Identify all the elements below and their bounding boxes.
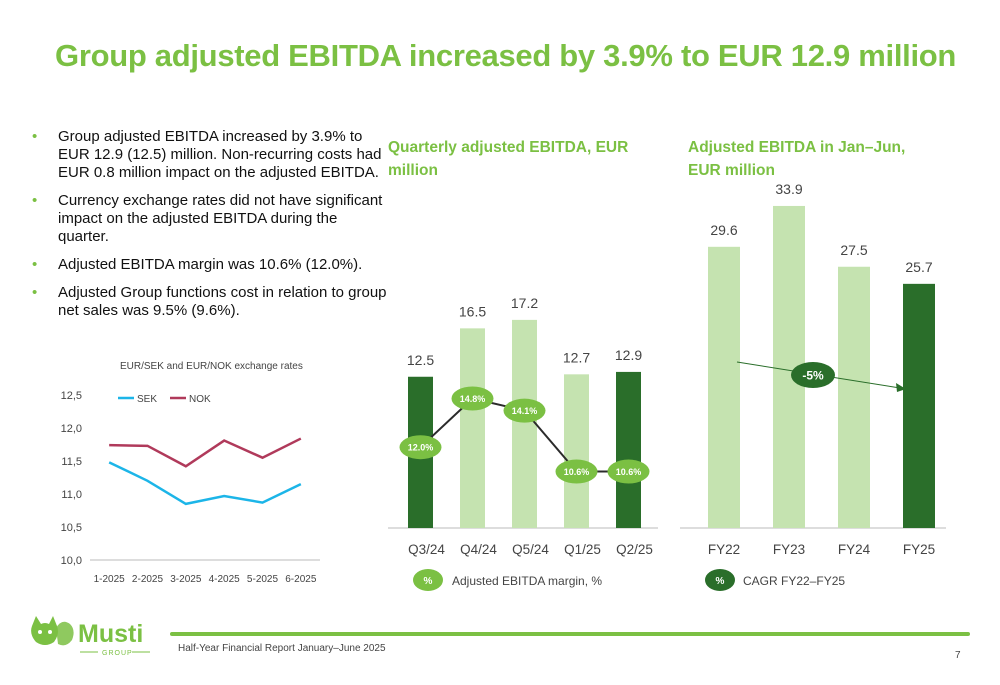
halfyear-ebitda-chart: 29.6 FY22 33.9 FY23 27.5 FY24 25.7 FY25 -5%% CAGR…: [680, 181, 946, 591]
bullet-item: • Adjusted EBITDA margin was 10.6% (12.0%…: [30, 256, 390, 274]
fx-series-line-nok: [109, 437, 302, 468]
fx-y-tick: 12,5: [61, 390, 82, 402]
bullet-text: Group adjusted EBITDA increased by 3.9% …: [58, 128, 382, 181]
q-margin-label: 10.6%: [616, 467, 642, 477]
fx-chart-title: EUR/SEK and EUR/NOK exchange rates: [120, 361, 303, 372]
q-bar: [616, 371, 641, 528]
h-bar-value: 27.5: [840, 242, 867, 258]
fx-legend-label: SEK: [137, 394, 157, 405]
q-bar-value: 12.5: [407, 352, 434, 368]
q-margin-bubble: [399, 435, 442, 460]
fx-x-tick: 5-2025: [247, 574, 279, 585]
fx-y-tick: 11,0: [61, 489, 82, 501]
bullet-dot: •: [32, 256, 38, 273]
bullet-dot: •: [32, 128, 38, 145]
fx-x-tick: 1-2025: [94, 574, 126, 585]
bullet-dot: •: [32, 284, 38, 301]
q-margin-bubble: [451, 386, 494, 411]
q-legend-symbol: %: [424, 576, 433, 587]
q-legend-label: Adjusted EBITDA margin, %: [452, 574, 602, 588]
h-bar: [903, 283, 935, 528]
bullet-text: Adjusted Group functions cost in relatio…: [58, 284, 387, 319]
h-bar-value: 29.6: [710, 222, 737, 238]
page-number: 7: [955, 650, 961, 661]
logo-subtitle: GROUP: [102, 650, 133, 657]
q-x-tick: Q3/24: [408, 542, 445, 557]
q-bar-value: 12.9: [615, 347, 642, 363]
q-legend-bubble: [413, 569, 443, 591]
musti-group-logo: Musti GROUP: [31, 616, 150, 657]
h-x-tick: FY22: [708, 542, 740, 557]
fx-line-chart: EUR/SEK and EUR/NOK exchange rates 10,0 10…: [61, 361, 320, 585]
q-margin-bubble: [607, 459, 650, 484]
fx-y-tick: 10,5: [61, 522, 82, 534]
fx-x-tick: 2-2025: [132, 574, 164, 585]
logo-wordmark: Musti: [78, 620, 143, 648]
q-margin-label: 14.1%: [512, 406, 538, 416]
quarterly-chart-title: Quarterly adjusted EBITDA, EUR million: [388, 139, 629, 179]
bullet-item: • Adjusted Group functions cost in relati…: [30, 284, 390, 320]
q-x-tick: Q2/25: [616, 542, 653, 557]
h-x-tick: FY23: [773, 542, 805, 557]
h-x-tick: FY24: [838, 542, 871, 557]
q-bar-value: 12.7: [563, 349, 590, 365]
q-bar-value: 17.2: [511, 295, 538, 311]
bullet-item: • Currency exchange rates did not have si…: [30, 192, 390, 246]
bullet-text: Currency exchange rates did not have sig…: [58, 192, 383, 245]
q-x-tick: Q1/25: [564, 542, 601, 557]
bullet-text: Adjusted EBITDA margin was 10.6% (12.0%)…: [58, 256, 363, 273]
fx-y-tick: 11,5: [61, 456, 82, 468]
q-margin-bubble: [555, 459, 598, 484]
footer-divider: [170, 632, 970, 636]
bullet-item: • Group adjusted EBITDA increased by 3.9%…: [30, 128, 390, 182]
h-bar: [708, 246, 740, 529]
bullet-list: • Group adjusted EBITDA increased by 3.9%…: [30, 128, 390, 330]
h-cagr-label: -5%: [802, 369, 824, 383]
fx-x-tick: 4-2025: [209, 574, 241, 585]
h-bar-value: 33.9: [775, 181, 802, 197]
bullet-dot: •: [32, 192, 38, 209]
cat-dog-icon: [31, 616, 74, 646]
h-x-tick: FY25: [903, 542, 935, 557]
q-bar: [564, 374, 589, 528]
page-title: Group adjusted EBITDA increased by 3.9% …: [55, 38, 957, 73]
h-cagr-arrowhead: [896, 383, 906, 392]
q-bar: [512, 319, 537, 528]
q-margin-label: 12.0%: [408, 443, 434, 453]
fx-series-line-sek: [108, 461, 302, 506]
fx-x-tick: 3-2025: [170, 574, 202, 585]
q-bar-value: 16.5: [459, 303, 486, 319]
fx-y-tick: 12,0: [61, 423, 82, 435]
quarterly-ebitda-chart: 12.5 Q3/24 16.5 Q4/24 17.2 Q5/24 12.7 Q1/25 12.9…: [388, 295, 658, 591]
h-bar: [838, 266, 870, 528]
h-cagr-bubble: [791, 362, 835, 388]
halfyear-chart-title: Adjusted EBITDA in Jan–Jun, EUR million: [688, 139, 906, 179]
fx-y-tick: 10,0: [61, 555, 82, 567]
q-bar: [460, 328, 485, 528]
h-legend-symbol: %: [716, 576, 725, 587]
h-bar-value: 25.7: [905, 259, 932, 275]
q-margin-bubble: [503, 398, 546, 423]
fx-x-tick: 6-2025: [285, 574, 317, 585]
footer-text: Half-Year Financial Report January–June …: [178, 643, 386, 654]
q-x-tick: Q4/24: [460, 542, 497, 557]
q-margin-label: 10.6%: [564, 467, 590, 477]
q-x-tick: Q5/24: [512, 542, 549, 557]
q-margin-label: 14.8%: [460, 394, 486, 404]
h-legend-bubble: [705, 569, 735, 591]
h-legend-label: CAGR FY22–FY25: [743, 574, 845, 588]
fx-legend-label: NOK: [189, 394, 211, 405]
